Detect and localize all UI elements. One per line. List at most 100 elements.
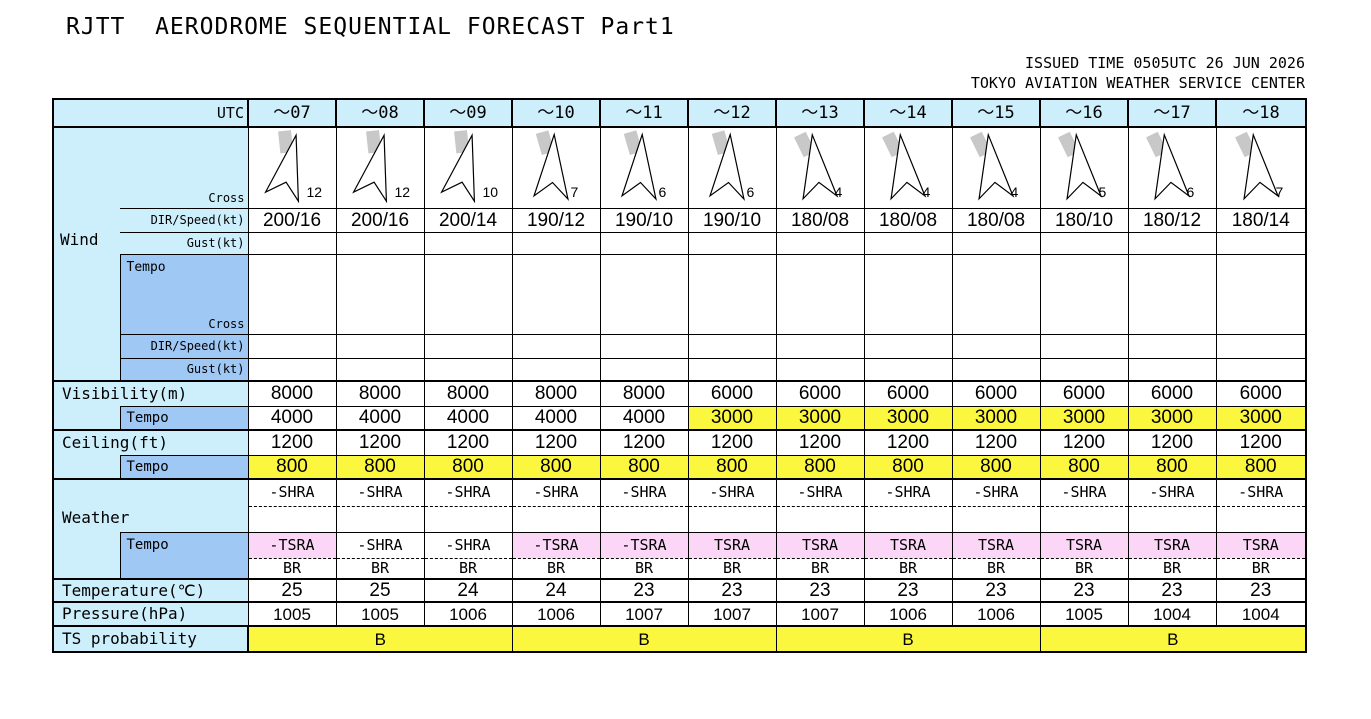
table-row: Pressure(hPa) 1005 1005 1006 1006 1007 1007 100… [52, 601, 1307, 626]
table-row: Gust(kt) [53, 231, 1307, 254]
pressure-cell: 1005 [335, 601, 425, 626]
tempo-dir-speed-cell [1215, 333, 1307, 358]
weather-label: Weather [52, 478, 248, 532]
visibility-cell: 6000 [1127, 380, 1217, 406]
ts-probability-label: TS probability [52, 625, 249, 653]
table-row: Visibility(m) 8000 8000 8000 8000 8000 6000 600… [52, 380, 1307, 406]
visibility-cell: 6000 [951, 380, 1041, 406]
ceiling-tempo-cell: 800 [511, 454, 601, 479]
weather-tempo-cell: -SHRA [335, 531, 425, 558]
crosswind-speed: 4 [1010, 184, 1019, 200]
gust-cell [335, 231, 425, 254]
hour-header-15: ～15 [951, 98, 1041, 128]
dir-speed-cell: 190/12 [511, 207, 601, 232]
weather-tempo-2-cell: BR [1215, 557, 1307, 579]
weather-tempo-cell: TSRA [775, 531, 865, 558]
visibility-cell: 6000 [863, 380, 953, 406]
table-row: Temperature(℃) 25 25 24 24 23 23 23 23 23 23 23 23 [52, 578, 1307, 602]
tempo-cross-cell [863, 253, 953, 334]
hour-header-18: ～18 [1215, 98, 1307, 128]
gust-cell [1039, 231, 1129, 254]
tempo-cross-cell [1039, 253, 1129, 334]
gust-cell [775, 231, 865, 254]
weather-tempo-2-cell: BR [423, 557, 513, 579]
visibility-tempo-cell: 3000 [951, 405, 1041, 430]
visibility-tempo-cell: 3000 [775, 405, 865, 430]
gust-cell [423, 231, 513, 254]
crosswind-speed: 6 [746, 184, 755, 200]
wind-arrow-icon [1057, 131, 1102, 201]
arrow-shape-icon [801, 132, 838, 201]
ceiling-label: Ceiling(ft) [52, 429, 248, 455]
ceiling-cell: 1200 [1215, 429, 1307, 455]
visibility-tempo-cell: 4000 [423, 405, 513, 430]
gust-cell [951, 231, 1041, 254]
hour-header-13: ～13 [775, 98, 865, 128]
weather-cell: -SHRA [511, 478, 601, 506]
pressure-cell: 1004 [1127, 601, 1217, 626]
dir-speed-cell: 200/16 [247, 207, 337, 232]
tempo-cross-cell [599, 253, 689, 334]
tempo-cross-cell [423, 253, 513, 334]
table-row: Weather -SHRA -SHRA -SHRA -SHRA -SHRA -SHRA -SH… [52, 478, 1307, 532]
dir-speed-cell: 180/08 [951, 207, 1041, 232]
table-row: UTC ～07 ～08 ～09 ～10 ～11 ～12 ～13 ～14 ～15 ～16 ～17 ～18 [52, 98, 1307, 128]
visibility-cell: 8000 [423, 380, 513, 406]
weather-cell: -SHRA [1039, 478, 1129, 506]
weather-tempo-cell: -TSRA [599, 531, 689, 558]
tempo-cross-cell [511, 253, 601, 334]
weather-2-cell [247, 505, 337, 532]
wind-arrow-icon [1145, 131, 1190, 201]
ceiling-cell: 1200 [423, 429, 513, 455]
crosswind-speed: 4 [834, 184, 843, 200]
gust-cell [247, 231, 337, 254]
pressure-label: Pressure(hPa) [52, 601, 248, 626]
visibility-cell: 6000 [775, 380, 865, 406]
tempo-gust-cell [1215, 357, 1307, 381]
pressure-cell: 1007 [599, 601, 689, 626]
tempo-gust-cell [599, 357, 689, 381]
pressure-cell: 1005 [247, 601, 337, 626]
ts-probability-cell: B [511, 625, 777, 653]
dir-speed-cell: 180/14 [1215, 207, 1307, 232]
temperature-cell: 25 [335, 578, 425, 602]
crosswind-speed: 6 [1186, 184, 1195, 200]
weather-tempo-cell: -TSRA [247, 531, 337, 558]
visibility-tempo-cell: 4000 [599, 405, 689, 430]
table-row: Tempo -TSRA -SHRA -SHRA -TSRA -TSRA TSRA TSRA TS… [52, 531, 1307, 579]
weather-tempo-cell: TSRA [687, 531, 777, 558]
crosswind-cell: 10 [423, 126, 513, 208]
weather-cell: -SHRA [863, 478, 953, 506]
tempo-cross-cell [951, 253, 1041, 334]
issuing-center: TOKYO AVIATION WEATHER SERVICE CENTER [970, 74, 1305, 92]
temperature-cell: 24 [423, 578, 513, 602]
visibility-tempo-cell: 3000 [863, 405, 953, 430]
hour-header-14: ～14 [863, 98, 953, 128]
weather-tempo-cell: TSRA [1215, 531, 1307, 558]
dir-speed-cell: 180/12 [1127, 207, 1217, 232]
tempo-dir-speed-cell [863, 333, 953, 358]
weather-tempo-cell: TSRA [951, 531, 1041, 558]
weather-tempo-2-cell: BR [863, 557, 953, 579]
dir-speed-label: DIR/Speed(kt) [120, 207, 248, 232]
ceiling-cell: 1200 [599, 429, 689, 455]
ceiling-tempo-cell: 800 [247, 454, 337, 479]
weather-cell: -SHRA [599, 478, 689, 506]
visibility-tempo-cell: 3000 [687, 405, 777, 430]
table-row: Wind Cross 12 12 10 7 6 6 4 4 4 5 6 7 [52, 126, 1307, 254]
weather-tempo-cell: TSRA [863, 531, 953, 558]
weather-cell: -SHRA [423, 478, 513, 506]
crosswind-speed: 6 [658, 184, 667, 200]
crosswind-cell: 12 [247, 126, 337, 208]
weather-tempo-label: Tempo [119, 531, 248, 579]
utc-header: UTC [52, 98, 249, 128]
weather-cell: -SHRA [687, 478, 777, 506]
page-title: RJTT AERODROME SEQUENTIAL FORECAST Part1 [66, 14, 675, 40]
tempo-dir-speed-cell [511, 333, 601, 358]
visibility-cell: 8000 [511, 380, 601, 406]
crosswind-speed: 12 [394, 184, 411, 200]
visibility-tempo-indent [52, 406, 120, 430]
gust-cell [687, 231, 777, 254]
tempo-dir-speed-cell [1039, 333, 1129, 358]
tempo-cross-label: Cross [208, 316, 245, 331]
